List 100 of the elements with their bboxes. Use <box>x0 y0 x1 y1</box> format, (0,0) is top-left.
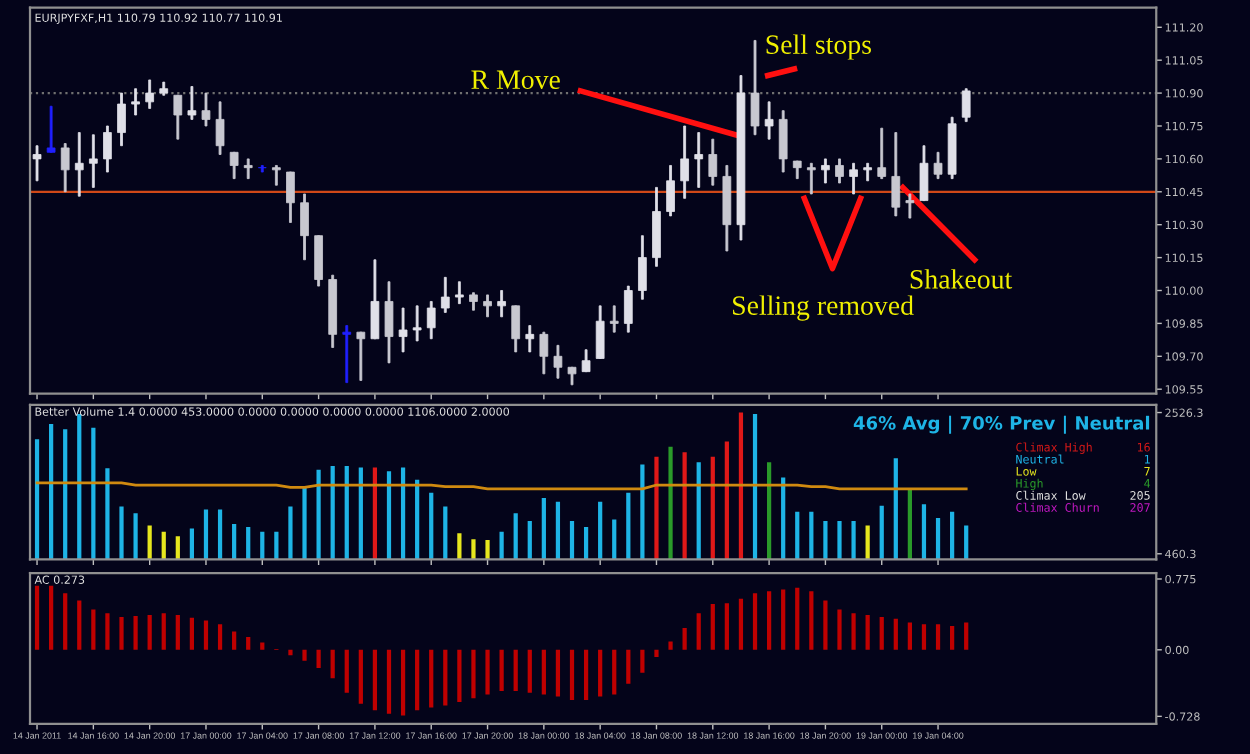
bar <box>781 589 786 650</box>
bar <box>372 649 378 711</box>
bar <box>133 616 138 650</box>
candlestick <box>257 165 267 173</box>
candlestick <box>792 160 802 180</box>
bar <box>34 585 40 650</box>
bar <box>203 620 209 650</box>
candlestick <box>412 305 422 342</box>
bar <box>541 649 546 695</box>
bar <box>738 598 744 650</box>
candlestick <box>694 132 704 188</box>
bar <box>175 615 180 650</box>
bar <box>91 609 96 650</box>
bar <box>288 649 293 656</box>
candlestick <box>525 325 535 353</box>
bar <box>654 649 659 658</box>
bar <box>555 649 561 697</box>
candlestick <box>806 162 816 195</box>
bar <box>950 626 955 650</box>
bar <box>893 618 898 650</box>
bar <box>499 649 504 691</box>
bar <box>612 649 617 695</box>
bar <box>865 615 870 650</box>
bar <box>907 622 912 650</box>
candlestick <box>215 101 225 155</box>
bar <box>710 604 715 650</box>
bar <box>682 627 687 650</box>
bar <box>964 622 969 650</box>
candlestick <box>46 105 56 153</box>
candlestick <box>88 134 98 188</box>
candlestick <box>440 276 450 313</box>
bar <box>569 649 575 701</box>
bar <box>429 649 434 708</box>
candlestick <box>32 145 42 182</box>
bar <box>246 637 251 650</box>
candlestick <box>849 162 858 195</box>
bar <box>752 593 758 650</box>
candlestick <box>821 158 830 184</box>
bar <box>485 649 490 695</box>
candlestick <box>229 151 239 180</box>
bar <box>260 642 265 650</box>
candlestick <box>736 75 746 241</box>
candlestick <box>609 305 619 333</box>
candlestick <box>750 40 760 136</box>
candlestick <box>455 281 464 305</box>
bar <box>598 649 603 697</box>
bar <box>513 649 518 691</box>
bar <box>316 649 321 669</box>
bar <box>527 649 532 693</box>
bar <box>302 649 307 661</box>
bar <box>161 613 166 650</box>
bar <box>400 649 406 716</box>
candlestick <box>201 92 211 127</box>
candlestick <box>342 325 352 384</box>
bar <box>386 649 392 714</box>
candlestick <box>553 344 563 379</box>
bar <box>105 613 110 650</box>
bar <box>851 613 856 650</box>
bar <box>724 603 729 650</box>
candlestick <box>680 125 689 199</box>
bar <box>668 641 673 650</box>
bar <box>640 649 645 673</box>
candlestick <box>272 165 281 186</box>
candlestick <box>131 88 140 116</box>
bar <box>823 600 828 650</box>
bar <box>443 649 448 706</box>
candlestick <box>159 81 169 96</box>
candlestick <box>919 145 929 201</box>
bar <box>358 649 363 704</box>
bar <box>471 649 476 699</box>
annotation: Sell stops <box>766 34 872 60</box>
bar <box>795 587 800 650</box>
bar <box>147 615 152 650</box>
bar <box>330 649 335 679</box>
bar <box>766 591 772 650</box>
bar <box>415 649 420 711</box>
bar <box>77 600 82 650</box>
candlestick <box>863 162 873 182</box>
candlestick <box>469 292 478 311</box>
candlestick <box>483 294 492 318</box>
bar <box>626 649 631 684</box>
annotation: R Move <box>471 70 560 90</box>
bar <box>217 624 223 650</box>
bar <box>921 624 927 650</box>
bar <box>189 617 195 650</box>
candlestick <box>243 158 253 180</box>
bar <box>49 585 54 650</box>
candlestick <box>905 193 915 219</box>
bar <box>809 591 814 650</box>
annotation: 46% Avg | 70% Prev | Neutral <box>853 415 1150 434</box>
candlestick <box>370 259 380 340</box>
bar <box>344 649 349 693</box>
bar <box>837 609 842 650</box>
candlestick <box>74 132 84 197</box>
candlestick <box>764 101 774 140</box>
bar <box>879 616 884 650</box>
annotation: Selling removed <box>733 295 914 321</box>
candlestick <box>398 307 408 353</box>
bar <box>457 649 462 702</box>
bar <box>119 616 124 650</box>
